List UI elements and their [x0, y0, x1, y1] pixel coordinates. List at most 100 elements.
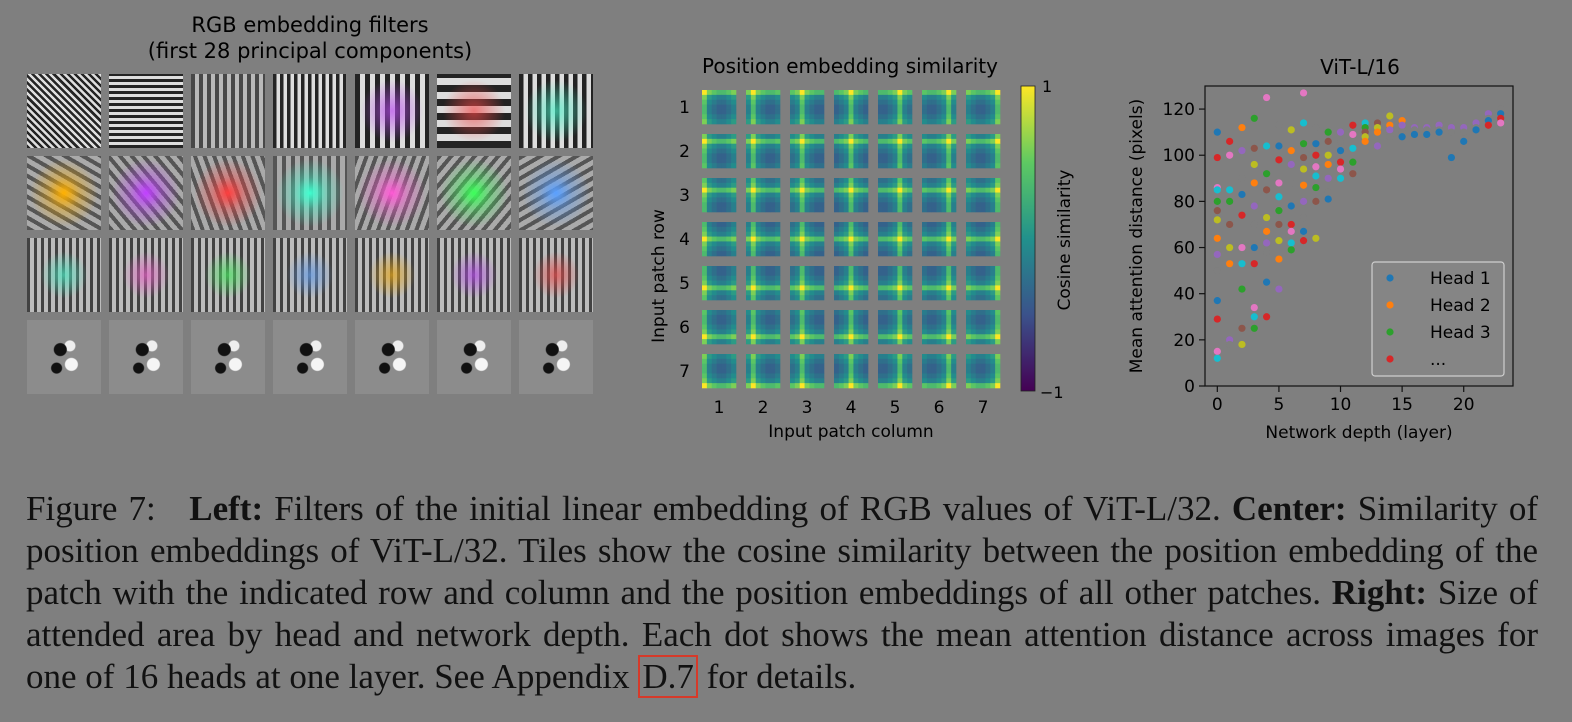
legend-entry: Head 2	[1430, 296, 1491, 316]
data-point	[1324, 174, 1332, 182]
data-point	[1275, 220, 1283, 229]
data-point	[1238, 211, 1246, 219]
rgb-filter-tile	[355, 320, 429, 394]
data-point	[1312, 234, 1320, 242]
rgb-filter-tile	[273, 238, 347, 312]
rgb-filter-tile	[191, 156, 265, 230]
data-point	[1238, 147, 1246, 155]
column-tick-labels: 1 2 3 4 5 6 7	[714, 398, 989, 418]
similarity-tile	[746, 310, 781, 345]
data-point	[1386, 112, 1394, 120]
similarity-tile	[746, 266, 781, 301]
data-point	[1238, 324, 1246, 332]
data-point	[1373, 142, 1382, 150]
data-point	[1250, 313, 1258, 321]
data-point	[1213, 354, 1221, 362]
data-point	[1213, 234, 1221, 242]
y-tick-label: 20	[1173, 331, 1195, 351]
data-point	[1349, 121, 1357, 129]
x-axis-ticks: 0 5 10 15 20	[1212, 386, 1475, 415]
similarity-tile	[966, 222, 1001, 257]
data-point	[1299, 227, 1308, 235]
rgb-filter-tile	[273, 74, 347, 148]
data-point	[1312, 140, 1320, 148]
x-tick-label: 5	[1274, 395, 1285, 415]
data-point	[1226, 340, 1234, 349]
data-point	[1263, 313, 1271, 321]
similarity-tile	[878, 90, 913, 125]
legend-entry: ...	[1430, 350, 1446, 370]
similarity-tile	[966, 310, 1001, 345]
position-ylabel: Input patch row	[649, 209, 669, 343]
rgb-filter-tile	[27, 74, 101, 148]
data-point	[1299, 165, 1308, 173]
rgb-filter-tile	[191, 238, 265, 312]
data-point	[1250, 179, 1258, 187]
x-tick-label: 10	[1330, 395, 1352, 415]
data-point	[1312, 172, 1320, 180]
rgb-title-line2: (first 28 principal components)	[147, 39, 473, 63]
similarity-tile	[878, 310, 913, 345]
data-point	[1213, 128, 1221, 136]
similarity-tile	[702, 310, 737, 345]
caption-end-text: for details.	[706, 657, 857, 696]
similarity-tile	[790, 354, 825, 389]
similarity-tile	[702, 354, 737, 389]
data-point	[1312, 151, 1320, 159]
data-point	[1226, 220, 1234, 229]
row-tick-labels: 1 2 3 4 5 6 7	[679, 98, 690, 382]
x-tick-label: 0	[1212, 395, 1223, 415]
data-point	[1275, 255, 1283, 263]
similarity-tile	[922, 222, 957, 257]
data-point	[1275, 207, 1283, 215]
legend-marker	[1386, 355, 1394, 363]
data-point	[1287, 202, 1295, 210]
data-point	[1238, 190, 1246, 199]
scatter-points	[1213, 89, 1505, 362]
data-point	[1213, 197, 1221, 205]
data-point	[1275, 121, 1283, 129]
data-point	[1349, 130, 1357, 139]
similarity-tile	[790, 310, 825, 345]
data-point	[1275, 285, 1283, 293]
legend-marker	[1386, 301, 1394, 309]
data-point	[1226, 197, 1234, 205]
similarity-tile	[966, 354, 1001, 389]
rgb-filter-tile	[191, 320, 265, 394]
data-point	[1299, 237, 1308, 245]
similarity-tile	[790, 222, 825, 257]
legend-entry: Head 1	[1430, 269, 1491, 289]
data-point	[1263, 278, 1271, 286]
y-tick-label: 40	[1173, 285, 1195, 305]
data-point	[1447, 128, 1455, 136]
data-point	[1263, 213, 1271, 222]
y-tick-label: 80	[1173, 192, 1195, 212]
appendix-link[interactable]: D.7	[638, 655, 698, 698]
data-point	[1263, 142, 1271, 150]
similarity-tile	[702, 90, 737, 125]
rgb-filter-tile	[273, 156, 347, 230]
similarity-tile	[878, 222, 913, 257]
data-point	[1275, 193, 1283, 201]
data-point	[1312, 163, 1320, 171]
data-point	[1312, 197, 1320, 205]
similarity-tile	[922, 134, 957, 169]
data-point	[1336, 174, 1345, 182]
data-point	[1226, 243, 1234, 252]
row-tick-label: 1	[679, 98, 690, 118]
data-point	[1287, 179, 1295, 187]
similarity-tile	[878, 134, 913, 169]
data-point	[1213, 153, 1221, 162]
rgb-filter-tile	[273, 320, 347, 394]
data-point	[1324, 195, 1332, 203]
data-point	[1299, 140, 1308, 148]
data-point	[1435, 128, 1443, 136]
data-point	[1398, 121, 1406, 129]
similarity-tile	[746, 222, 781, 257]
data-point	[1213, 267, 1221, 275]
data-point	[1312, 123, 1320, 132]
row-tick-label: 3	[679, 186, 690, 206]
position-similarity-plot: 1 2 3 4 5 6 7 1 2 3 4 5 6 7 Input patch row Input pa…	[649, 80, 1075, 442]
similarity-tile	[702, 266, 737, 301]
rgb-filter-tile	[437, 74, 511, 148]
